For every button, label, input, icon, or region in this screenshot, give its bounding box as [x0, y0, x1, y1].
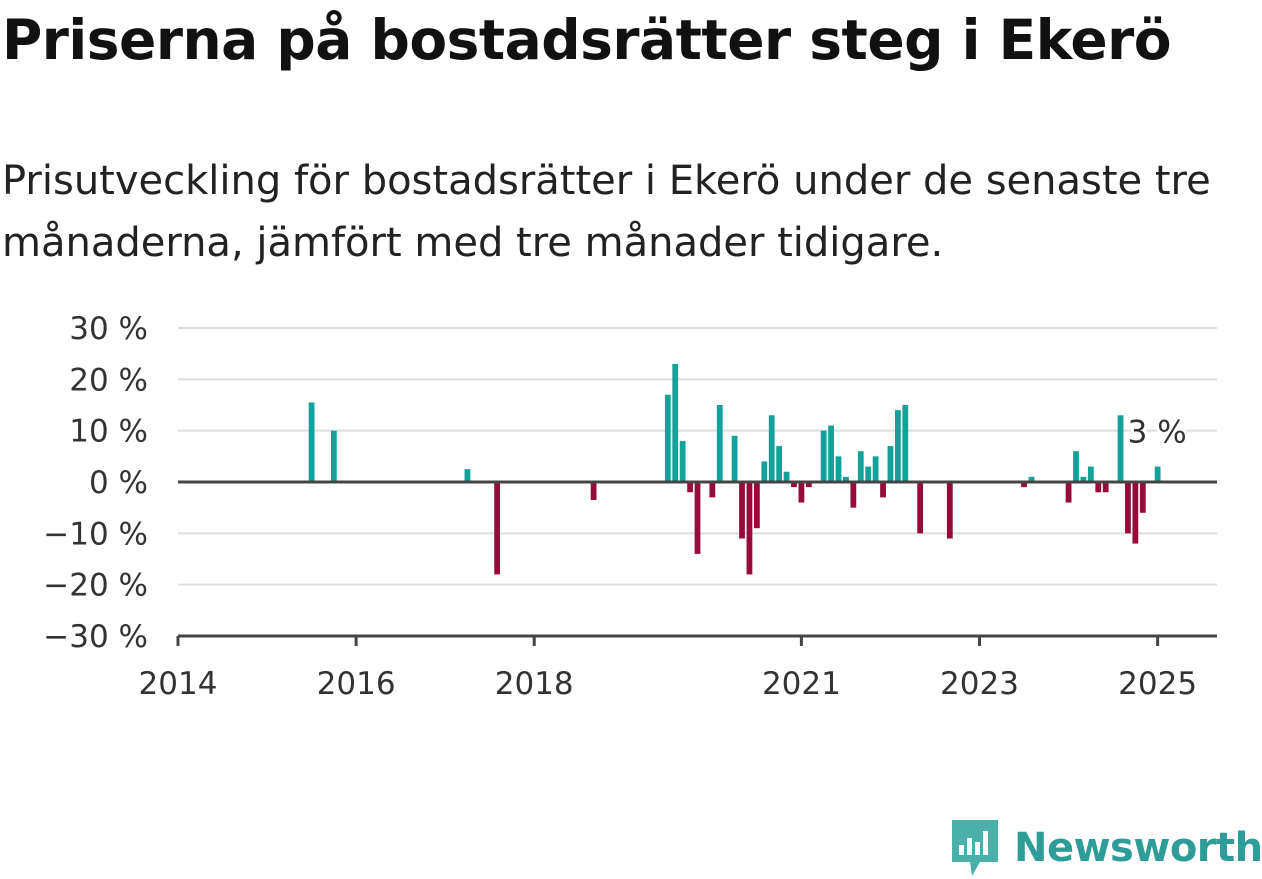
- bar: [761, 461, 768, 482]
- bar: [746, 482, 753, 575]
- bar: [865, 466, 872, 482]
- bar: [887, 446, 894, 482]
- bar: [1028, 476, 1035, 482]
- bar: [1102, 482, 1109, 493]
- bar: [828, 425, 834, 482]
- bar: [679, 440, 686, 482]
- bar: [843, 476, 849, 482]
- x-tick-label: 2016: [317, 666, 396, 702]
- chart-title: Priserna på bostadsrätter steg i Ekerö: [2, 8, 1172, 72]
- bar: [731, 435, 738, 482]
- bar: [1095, 482, 1102, 493]
- bar: [308, 402, 315, 482]
- bar: [850, 482, 857, 508]
- bar: [820, 430, 827, 482]
- bar: [1139, 482, 1146, 513]
- bar: [1080, 476, 1087, 482]
- y-tick-label: 30 %: [69, 311, 148, 347]
- bar: [687, 482, 693, 493]
- brand-name: Newsworthy: [1014, 825, 1262, 871]
- y-tick-label: 20 %: [69, 362, 148, 398]
- bar: [1087, 466, 1094, 482]
- bar: [464, 469, 471, 482]
- bar: [1021, 482, 1027, 488]
- brand-logo: Newsworthy: [950, 818, 1262, 878]
- axes: [176, 480, 1217, 646]
- bar: [798, 482, 805, 503]
- bar: [946, 482, 953, 539]
- bar-chart: 30 % 20 % 10 % 0 % −10 % −20 % −30 % 2014 2016 20…: [43, 311, 1217, 702]
- bar: [716, 405, 723, 482]
- bar: [805, 482, 812, 488]
- x-tick-label: 2014: [139, 666, 218, 702]
- bar: [494, 482, 501, 575]
- bar: [664, 394, 671, 482]
- bar: [768, 415, 775, 482]
- bar: [857, 451, 864, 482]
- bar: [753, 482, 760, 529]
- bar: [894, 410, 901, 482]
- x-tick-label: 2025: [1118, 666, 1197, 702]
- y-tick-label: 10 %: [69, 414, 148, 450]
- labels: 30 % 20 % 10 % 0 % −10 % −20 % −30 % 2014 2016 20…: [43, 311, 1197, 702]
- bar: [590, 482, 597, 500]
- y-tick-label: −10 %: [43, 516, 148, 552]
- bar: [917, 482, 924, 534]
- y-tick-label: 0 %: [89, 465, 148, 501]
- bar: [694, 482, 701, 554]
- bar: [776, 446, 783, 482]
- bar: [739, 482, 745, 539]
- bar: [1073, 451, 1079, 482]
- bar: [1117, 415, 1124, 482]
- chart-subtitle: Prisutveckling för bostadsrätter i Ekerö…: [2, 158, 1211, 266]
- bars: [308, 363, 1161, 575]
- y-tick-label: −20 %: [43, 568, 148, 604]
- bar: [1065, 482, 1072, 503]
- bar: [1154, 466, 1161, 482]
- x-tick-label: 2021: [762, 666, 841, 702]
- bar: [1125, 482, 1131, 534]
- y-tick-label: −30 %: [43, 619, 148, 655]
- bar: [1132, 482, 1139, 544]
- bar: [880, 482, 886, 498]
- x-tick-label: 2023: [940, 666, 1019, 702]
- x-tick-label: 2018: [495, 666, 574, 702]
- bar: [791, 482, 797, 488]
- bar: [872, 456, 879, 482]
- bar: [783, 471, 790, 482]
- annotation-label: 3 %: [1128, 415, 1187, 451]
- bar: [709, 482, 716, 498]
- bar: [902, 405, 909, 482]
- bar: [835, 456, 842, 482]
- bar-chart-speech-icon: [952, 820, 998, 876]
- bar: [330, 430, 337, 482]
- bar: [672, 363, 679, 482]
